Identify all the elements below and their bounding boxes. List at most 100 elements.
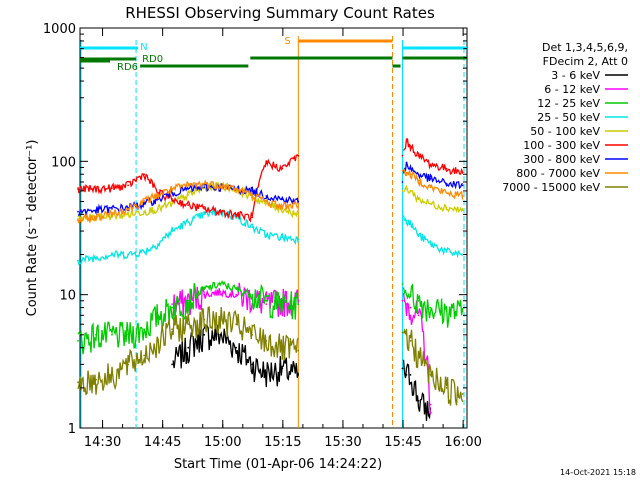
- data-point: [111, 212, 113, 214]
- data-point: [219, 318, 222, 321]
- data-point: [445, 310, 448, 313]
- data-point: [281, 198, 284, 201]
- data-point: [251, 293, 254, 296]
- data-point: [77, 188, 79, 190]
- data-point: [281, 346, 284, 349]
- data-point: [143, 210, 146, 213]
- data-point: [171, 230, 174, 233]
- x-tick-label: 15:30: [324, 435, 361, 450]
- legend-label: 12 - 25 keV: [537, 97, 600, 110]
- data-point: [405, 293, 408, 296]
- data-point: [265, 202, 268, 205]
- x-tick-label: 14:45: [144, 435, 181, 450]
- data-point: [235, 293, 238, 296]
- data-point: [281, 167, 284, 170]
- data-point: [445, 206, 448, 209]
- data-point: [281, 236, 284, 239]
- x-axis: 14:30 14:45 15:00 15:15 15:30 15:45 16:00: [84, 28, 482, 450]
- data-point: [401, 367, 404, 370]
- legend-label: 25 - 50 keV: [537, 111, 600, 124]
- data-point: [401, 190, 404, 192]
- data-point: [409, 340, 412, 342]
- data-point: [171, 198, 174, 201]
- data-point: [219, 333, 222, 336]
- data-point: [409, 173, 412, 176]
- data-point: [405, 374, 408, 376]
- data-point: [219, 210, 222, 213]
- data-point: [409, 167, 412, 170]
- data-point: [219, 184, 222, 187]
- legend-label: 3 - 6 keV: [551, 69, 600, 82]
- rd6-flag-label: RD6: [117, 62, 138, 73]
- legend-label: 50 - 100 keV: [530, 125, 600, 138]
- legend-label: 800 - 7000 keV: [516, 167, 600, 180]
- series-4: [77, 181, 464, 224]
- y-axis-label: Count Rate (s⁻¹ detector⁻¹): [25, 140, 40, 317]
- data-point: [405, 188, 408, 190]
- x-tick-label: 15:45: [384, 435, 421, 450]
- series-line: [77, 181, 464, 224]
- legend-header: FDecim 2, Att 0: [543, 55, 628, 68]
- data-point: [265, 161, 268, 164]
- data-point: [417, 179, 420, 182]
- data-point: [265, 234, 268, 236]
- data-point: [417, 314, 420, 317]
- data-point: [417, 173, 420, 176]
- saa-flag-label: N: [140, 42, 147, 53]
- data-point: [461, 195, 464, 197]
- data-point: [461, 310, 464, 313]
- data-point: [111, 187, 113, 190]
- legend-label: 7000 - 15000 keV: [502, 181, 600, 194]
- data-point: [417, 354, 420, 357]
- data-point: [445, 182, 448, 185]
- data-point: [235, 323, 238, 326]
- data-point: [235, 188, 238, 190]
- x-tick-label: 14:30: [84, 435, 121, 450]
- data-point: [77, 340, 79, 342]
- data-point: [401, 210, 404, 213]
- data-point: [265, 195, 268, 197]
- data-point: [95, 378, 97, 381]
- data-point: [95, 209, 97, 212]
- data-point: [405, 333, 408, 336]
- data-point: [409, 374, 412, 376]
- data-point: [95, 256, 97, 259]
- series-5: [77, 138, 464, 223]
- data-point: [127, 208, 129, 210]
- data-point: [111, 374, 113, 376]
- flag-bars: N S RD0 RD6: [80, 36, 467, 428]
- data-point: [297, 202, 300, 205]
- data-point: [297, 299, 300, 302]
- data-point: [143, 250, 146, 253]
- series-0: [171, 323, 432, 421]
- data-point: [445, 250, 448, 253]
- y-tick-label: 100: [51, 155, 76, 170]
- night-flag-label: S: [284, 36, 290, 47]
- data-point: [251, 226, 254, 229]
- data-point: [417, 234, 420, 236]
- series-3: [77, 207, 464, 266]
- data-point: [203, 293, 206, 296]
- data-point: [461, 171, 464, 174]
- data-point: [203, 213, 206, 216]
- data-point: [171, 306, 174, 309]
- x-axis-label: Start Time (01-Apr-06 14:24:22): [174, 457, 382, 472]
- data-point: [409, 145, 412, 148]
- data-point: [111, 253, 113, 256]
- data-point: [203, 318, 206, 321]
- series-line: [77, 168, 464, 224]
- data-point: [171, 202, 174, 205]
- data-point: [171, 363, 174, 366]
- data-point: [429, 243, 432, 245]
- legend-label: 300 - 800 keV: [523, 153, 600, 166]
- x-tick-label: 16:00: [444, 435, 481, 450]
- series-line: [77, 138, 464, 223]
- data-point: [157, 208, 160, 210]
- data-point: [111, 333, 113, 336]
- data-point: [417, 154, 420, 157]
- plot-frame: [79, 27, 468, 429]
- data-point: [405, 161, 408, 164]
- data-point: [405, 140, 408, 143]
- data-point: [461, 393, 464, 395]
